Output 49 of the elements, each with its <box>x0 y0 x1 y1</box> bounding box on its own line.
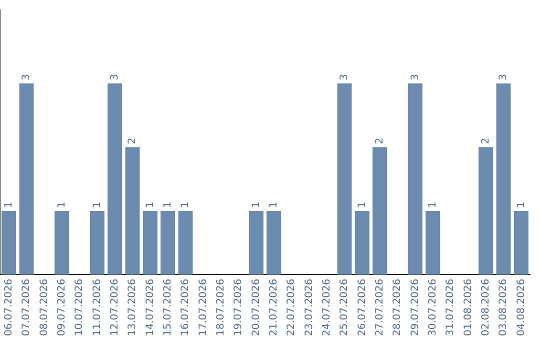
data-label: 2 <box>374 138 386 144</box>
x-tick-label: 25.07.2026 <box>339 278 350 336</box>
x-tick-label: 22.07.2026 <box>286 278 298 336</box>
x-tick-label: 14.07.2026 <box>144 278 156 336</box>
x-tick-label: 03.08.2026 <box>498 278 510 336</box>
data-label: 1 <box>56 202 68 208</box>
x-tick-label: 30.07.2026 <box>427 278 438 336</box>
data-label: 1 <box>92 202 103 208</box>
x-tick-label: 17.07.2026 <box>198 278 209 336</box>
data-label: 3 <box>109 74 120 80</box>
x-tick-label: 15.07.2026 <box>162 278 174 336</box>
data-label: 2 <box>480 138 492 144</box>
x-tick-label: 12.07.2026 <box>109 278 120 336</box>
x-tick-label: 04.08.2026 <box>516 278 527 336</box>
x-tick-label: 02.08.2026 <box>480 278 492 336</box>
x-tick-label: 07.07.2026 <box>21 278 32 336</box>
x-tick-label: 08.07.2026 <box>38 278 50 336</box>
x-tick-label: 16.07.2026 <box>180 278 192 336</box>
data-label: 1 <box>144 202 156 208</box>
data-label: 1 <box>516 202 527 208</box>
x-tick-label: 10.07.2026 <box>74 278 86 336</box>
data-label: 1 <box>162 202 174 208</box>
x-tick-label: 20.07.2026 <box>250 278 262 336</box>
x-tick-label: 26.07.2026 <box>356 278 368 336</box>
data-label: 1 <box>180 202 192 208</box>
x-tick-label: 27.07.2026 <box>374 278 386 336</box>
x-tick-label: 29.07.2026 <box>410 278 421 336</box>
data-label: 3 <box>410 74 421 80</box>
x-tick-label: 23.07.2026 <box>304 278 315 336</box>
x-tick-label: 09.07.2026 <box>56 278 68 336</box>
x-tick-label: 24.07.2026 <box>321 278 332 336</box>
x-tick-label: 01.08.2026 <box>462 278 474 336</box>
x-tick-label: 06.07.2026 <box>3 278 14 336</box>
data-label: 1 <box>250 202 262 208</box>
data-label: 1 <box>356 202 368 208</box>
data-label: 1 <box>3 202 14 208</box>
data-label: 3 <box>21 74 32 80</box>
data-label: 1 <box>268 202 280 208</box>
data-label: 1 <box>427 202 438 208</box>
x-tick-label: 11.07.2026 <box>92 278 103 336</box>
x-tick-label: 28.07.2026 <box>392 278 404 336</box>
data-label: 2 <box>127 138 138 144</box>
x-tick-label: 19.07.2026 <box>233 278 244 336</box>
x-tick-label: 18.07.2026 <box>215 278 226 336</box>
data-label: 3 <box>339 74 350 80</box>
data-label: 3 <box>498 74 510 80</box>
x-tick-label: 13.07.2026 <box>127 278 138 336</box>
x-tick-label: 21.07.2026 <box>268 278 280 336</box>
x-tick-label: 31.07.2026 <box>445 278 456 336</box>
